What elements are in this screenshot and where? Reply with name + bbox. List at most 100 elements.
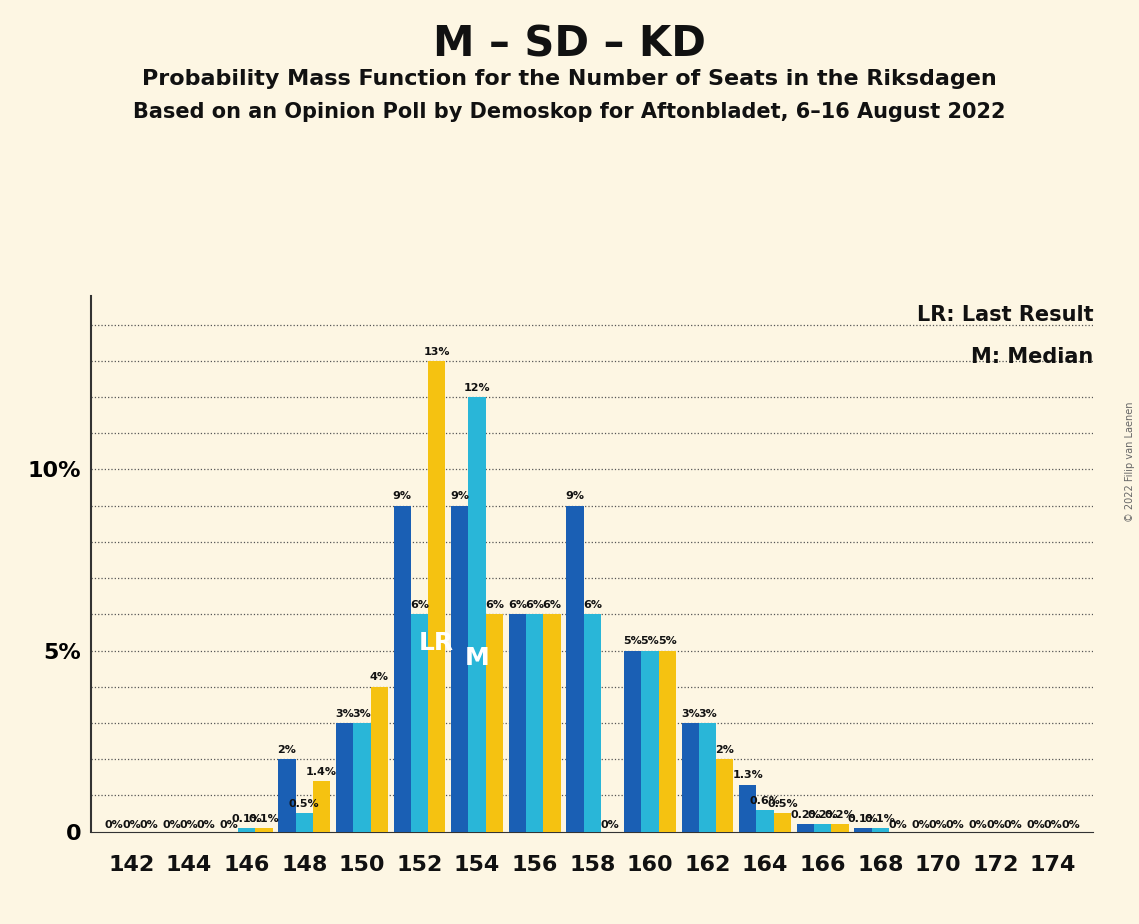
Bar [370, 687, 387, 832]
Bar [411, 614, 428, 832]
Bar [468, 397, 485, 832]
Text: 0.2%: 0.2% [808, 810, 838, 820]
Text: 6%: 6% [508, 600, 527, 610]
Text: 6%: 6% [583, 600, 601, 610]
Text: 158: 158 [570, 855, 615, 875]
Text: 6%: 6% [542, 600, 562, 610]
Text: 142: 142 [108, 855, 155, 875]
Text: 0%: 0% [945, 820, 965, 830]
Text: 162: 162 [685, 855, 731, 875]
Text: 0%: 0% [969, 820, 988, 830]
Text: 0.1%: 0.1% [231, 814, 262, 823]
Text: LR: LR [419, 631, 454, 655]
Bar [543, 614, 560, 832]
Text: 0%: 0% [122, 820, 141, 830]
Bar [583, 614, 601, 832]
Text: 156: 156 [511, 855, 558, 875]
Text: 1.4%: 1.4% [306, 767, 337, 776]
Text: 144: 144 [166, 855, 212, 875]
Bar [699, 723, 716, 832]
Bar [641, 650, 658, 832]
Bar [296, 813, 313, 832]
Text: 174: 174 [1030, 855, 1076, 875]
Text: 1.3%: 1.3% [732, 771, 763, 780]
Bar [278, 760, 296, 832]
Text: 0%: 0% [911, 820, 931, 830]
Text: 0%: 0% [1026, 820, 1046, 830]
Text: 146: 146 [223, 855, 270, 875]
Text: © 2022 Filip van Laenen: © 2022 Filip van Laenen [1125, 402, 1134, 522]
Text: 172: 172 [973, 855, 1018, 875]
Bar [255, 828, 272, 832]
Text: 6%: 6% [410, 600, 429, 610]
Text: 170: 170 [915, 855, 961, 875]
Bar [566, 505, 583, 832]
Text: 0.2%: 0.2% [825, 810, 855, 820]
Bar [238, 828, 255, 832]
Text: 168: 168 [857, 855, 903, 875]
Text: 5%: 5% [623, 637, 642, 646]
Text: 3%: 3% [681, 709, 699, 719]
Bar [756, 809, 773, 832]
Bar [716, 760, 734, 832]
Bar [451, 505, 468, 832]
Bar [509, 614, 526, 832]
Text: 13%: 13% [424, 346, 450, 357]
Text: 164: 164 [741, 855, 788, 875]
Text: 0%: 0% [220, 820, 239, 830]
Text: 0.5%: 0.5% [767, 799, 797, 809]
Text: 3%: 3% [698, 709, 716, 719]
Text: 0%: 0% [163, 820, 181, 830]
Text: 0%: 0% [139, 820, 158, 830]
Bar [681, 723, 699, 832]
Text: 166: 166 [800, 855, 846, 875]
Text: 0.1%: 0.1% [865, 814, 895, 823]
Text: 150: 150 [338, 855, 385, 875]
Bar [336, 723, 353, 832]
Text: 12%: 12% [464, 383, 491, 393]
Text: M: Median: M: Median [972, 346, 1093, 367]
Text: 0%: 0% [1062, 820, 1080, 830]
Text: 0%: 0% [928, 820, 948, 830]
Bar [814, 824, 831, 832]
Text: 9%: 9% [565, 492, 584, 502]
Bar [739, 784, 756, 832]
Text: 9%: 9% [393, 492, 411, 502]
Text: 4%: 4% [370, 673, 388, 683]
Bar [353, 723, 370, 832]
Text: 0%: 0% [105, 820, 123, 830]
Text: 152: 152 [396, 855, 443, 875]
Text: 160: 160 [626, 855, 673, 875]
Text: 0.6%: 0.6% [749, 796, 780, 806]
Bar [871, 828, 888, 832]
Text: 0.1%: 0.1% [248, 814, 279, 823]
Text: 0%: 0% [986, 820, 1005, 830]
Text: 0.1%: 0.1% [847, 814, 878, 823]
Text: 0.2%: 0.2% [790, 810, 821, 820]
Text: 0%: 0% [180, 820, 198, 830]
Text: Based on an Opinion Poll by Demoskop for Aftonbladet, 6–16 August 2022: Based on an Opinion Poll by Demoskop for… [133, 102, 1006, 122]
Text: 0%: 0% [600, 820, 618, 830]
Text: 9%: 9% [450, 492, 469, 502]
Bar [394, 505, 411, 832]
Text: 3%: 3% [335, 709, 354, 719]
Bar [624, 650, 641, 832]
Text: 0%: 0% [1003, 820, 1022, 830]
Text: 0.5%: 0.5% [289, 799, 320, 809]
Text: 0%: 0% [888, 820, 907, 830]
Text: M – SD – KD: M – SD – KD [433, 23, 706, 65]
Bar [854, 828, 871, 832]
Text: 5%: 5% [640, 637, 659, 646]
Bar [658, 650, 675, 832]
Text: 6%: 6% [485, 600, 503, 610]
Bar [526, 614, 543, 832]
Bar [313, 781, 330, 832]
Text: Probability Mass Function for the Number of Seats in the Riksdagen: Probability Mass Function for the Number… [142, 69, 997, 90]
Text: 2%: 2% [278, 745, 296, 755]
Text: 2%: 2% [715, 745, 735, 755]
Bar [773, 813, 790, 832]
Text: 0%: 0% [1043, 820, 1063, 830]
Text: M: M [465, 646, 490, 670]
Text: 6%: 6% [525, 600, 544, 610]
Bar [485, 614, 503, 832]
